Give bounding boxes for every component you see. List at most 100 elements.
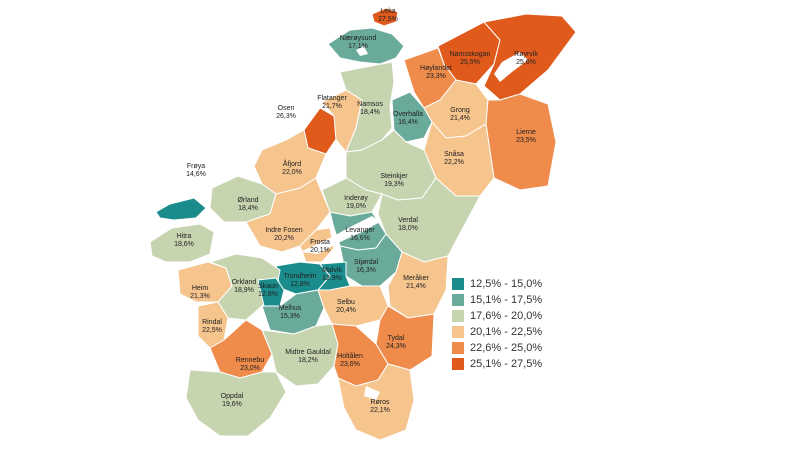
- municipality-name: Leka: [380, 8, 395, 15]
- municipality-name: Verdal: [398, 217, 418, 224]
- municipality-name: Ørland: [237, 197, 258, 204]
- lake: [494, 52, 528, 82]
- municipality-value: 16,6%: [350, 235, 370, 242]
- municipality-name: Hitra: [177, 233, 192, 240]
- municipality-name: Røros: [370, 399, 390, 406]
- municipality-value: 23,0%: [240, 365, 260, 372]
- legend-swatch: [452, 342, 464, 354]
- municipality-name: Røyrvik: [514, 51, 538, 58]
- municipality-value: 23,6%: [340, 361, 360, 368]
- legend-swatch: [452, 278, 464, 290]
- municipality-oppdal: [185, 369, 287, 437]
- municipality-name: Oppdal: [221, 393, 244, 400]
- municipality-name: Indre Fosen: [265, 227, 302, 234]
- lake: [300, 216, 380, 254]
- municipality-name: Melhus: [279, 305, 302, 312]
- municipality-name: Skaun: [258, 283, 278, 290]
- municipality-value: 16,3%: [356, 267, 376, 274]
- municipality-name: Trondheim: [283, 273, 316, 280]
- legend-item: 12,5% - 15,0%: [452, 276, 542, 292]
- municipality-name: Holtålen: [337, 352, 363, 360]
- municipality-naeroysund: [327, 27, 405, 65]
- municipality-meraker: [387, 251, 449, 319]
- legend-item: 15,1% - 17,5%: [452, 292, 542, 308]
- municipality-name: Heim: [192, 285, 209, 292]
- municipality-value: 22,1%: [370, 407, 390, 414]
- municipality-value: 16,4%: [398, 119, 418, 126]
- legend: 12,5% - 15,0% 15,1% - 17,5% 17,6% - 20,0…: [452, 276, 542, 372]
- municipality-name: Grong: [450, 107, 470, 114]
- municipality-name: Frøya: [187, 163, 205, 170]
- lake: [356, 46, 368, 56]
- legend-item: 17,6% - 20,0%: [452, 308, 542, 324]
- municipality-skaun: [257, 277, 285, 307]
- municipality-value: 18,9%: [234, 287, 254, 294]
- municipality-value: 12,9%: [322, 275, 342, 282]
- municipality-value: 25,5%: [460, 59, 480, 66]
- legend-item: 22,6% - 25,0%: [452, 340, 542, 356]
- municipality-name: Osen: [278, 105, 295, 112]
- legend-swatch: [452, 310, 464, 322]
- municipality-value: 24,3%: [386, 343, 406, 350]
- water-bodies: [300, 46, 528, 400]
- municipality-name: Malvik: [322, 267, 342, 274]
- municipality-roros: [337, 363, 415, 441]
- municipality-leka: [371, 7, 399, 27]
- municipality-name: Midtre Gauldal: [285, 349, 331, 356]
- municipality-name: Lierne: [516, 129, 536, 136]
- municipality-name: Rennebu: [236, 357, 265, 364]
- legend-label: 15,1% - 17,5%: [470, 294, 543, 306]
- municipality-selbu: [317, 285, 389, 327]
- municipality-value: 18,6%: [174, 241, 194, 248]
- municipality-name: Namsos: [357, 101, 383, 108]
- municipality-value: 12,8%: [258, 291, 278, 298]
- municipality-value: 27,5%: [378, 16, 398, 23]
- municipality-name: Nærøysund: [340, 35, 377, 42]
- municipality-value: 14,6%: [186, 171, 206, 178]
- municipality-froya: [155, 197, 207, 221]
- municipality-value: 21,7%: [322, 103, 342, 110]
- municipality-value: 17,1%: [348, 43, 368, 50]
- municipality-value: 22,0%: [282, 169, 302, 176]
- municipality-value: 15,3%: [280, 313, 300, 320]
- municipality-value: 23,5%: [516, 137, 536, 144]
- legend-label: 20,1% - 22,5%: [470, 326, 543, 338]
- municipality-name: Høylandet: [420, 65, 452, 72]
- municipality-name: Stjørdal: [354, 259, 379, 266]
- municipality-value: 20,2%: [274, 235, 294, 242]
- municipality-name: Åfjord: [283, 159, 301, 168]
- lake: [364, 386, 380, 400]
- municipality-value: 21,3%: [190, 293, 210, 300]
- legend-swatch: [452, 326, 464, 338]
- municipality-name: Rindal: [202, 319, 222, 326]
- legend-label: 22,6% - 25,0%: [470, 342, 543, 354]
- municipality-value: 22,5%: [202, 327, 222, 334]
- municipality-hitra: [149, 223, 215, 263]
- municipality-value: 12,8%: [290, 281, 310, 288]
- municipality-value: 22,2%: [444, 159, 464, 166]
- municipality-name: Inderøy: [344, 195, 368, 202]
- municipality-name: Selbu: [337, 299, 355, 306]
- municipality-name: Flatanger: [317, 95, 347, 102]
- municipality-name: Orkland: [232, 279, 257, 286]
- legend-label: 25,1% - 27,5%: [470, 358, 543, 370]
- municipality-value: 23,3%: [426, 73, 446, 80]
- legend-label: 17,6% - 20,0%: [470, 310, 543, 322]
- municipality-value: 19,0%: [346, 203, 366, 210]
- municipality-name: Tydal: [388, 335, 405, 342]
- legend-item: 20,1% - 22,5%: [452, 324, 542, 340]
- municipality-value: 25,6%: [516, 59, 536, 66]
- legend-label: 12,5% - 15,0%: [470, 278, 543, 290]
- municipality-regions: [149, 7, 577, 441]
- municipality-value: 18,0%: [398, 225, 418, 232]
- legend-item: 25,1% - 27,5%: [452, 356, 542, 372]
- municipality-value: 21,4%: [450, 115, 470, 122]
- municipality-name: Snåsa: [444, 150, 464, 158]
- municipality-value: 21,4%: [406, 283, 426, 290]
- municipality-value: 18,4%: [238, 205, 258, 212]
- municipality-name: Namsskogan: [450, 51, 491, 58]
- municipality-value: 26,3%: [276, 113, 296, 120]
- municipality-orkland: [208, 253, 281, 321]
- municipality-value: 20,1%: [310, 247, 330, 254]
